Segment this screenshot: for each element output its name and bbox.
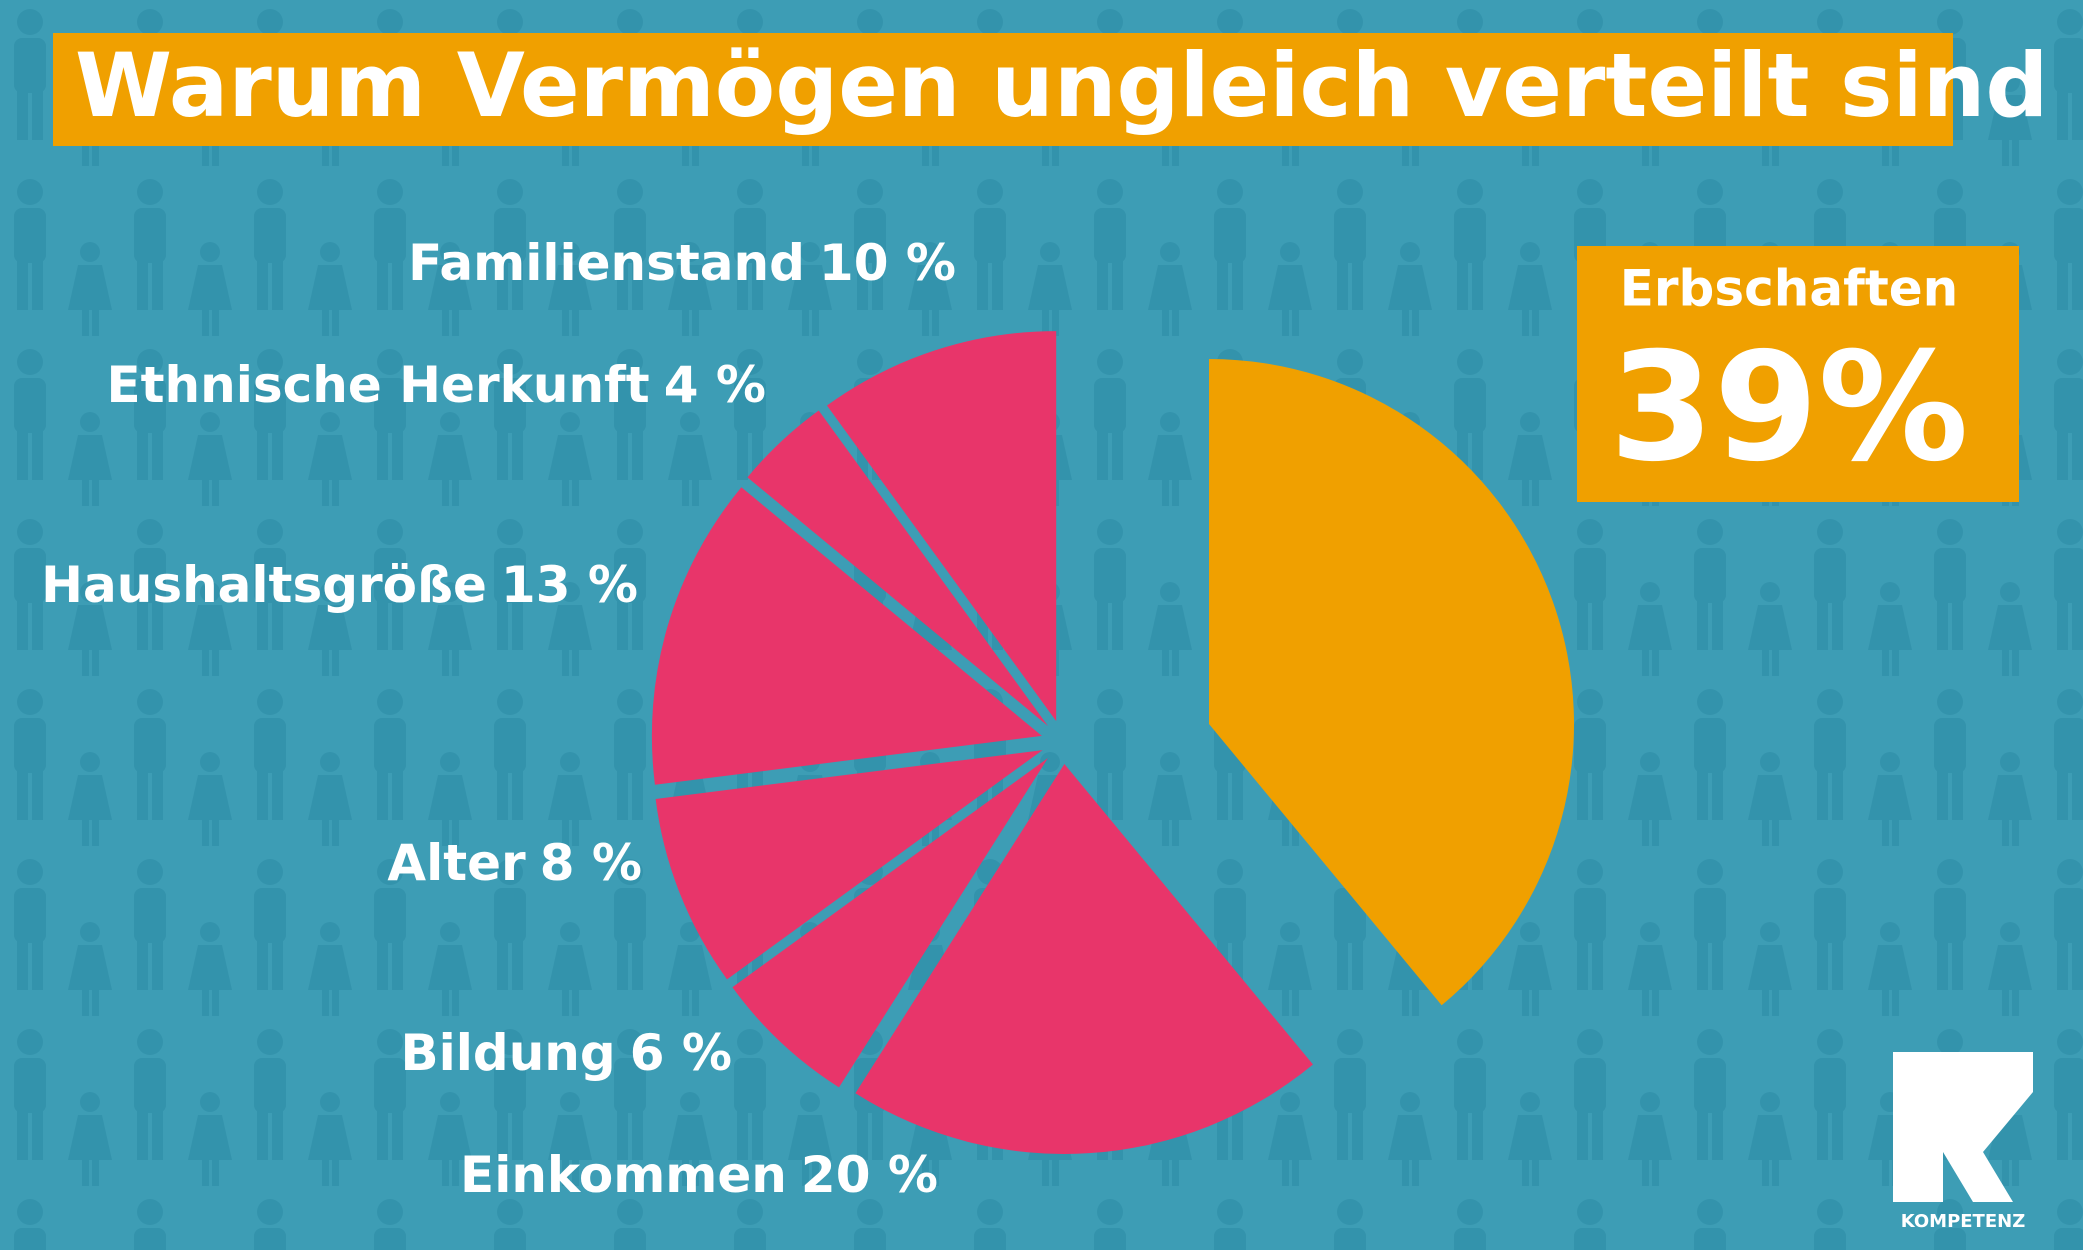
pie-slice [1209, 359, 1575, 1006]
value-label: 13 % [501, 556, 638, 614]
category-name: Alter [387, 834, 526, 892]
logo-text: KOMPETENZ [1901, 1211, 2026, 1232]
slice-label: Einkommen 20 % [460, 1146, 938, 1204]
category-name: Familienstand [408, 234, 805, 292]
pie-slice [747, 410, 1048, 726]
pie-slice [855, 763, 1313, 1154]
pie-slice [732, 758, 1048, 1088]
pie [651, 331, 1575, 1154]
chart-title: Warum Vermögen ungleich verteilt sind [75, 34, 2048, 137]
logo-mark [1893, 1052, 2033, 1202]
highlight-box [1577, 246, 2019, 502]
slice-label: Familienstand 10 % [408, 234, 956, 292]
slice-value-label: 39% [1609, 321, 1968, 495]
slice-label: Haushaltsgröße 13 % [41, 556, 638, 614]
pie-slice [651, 487, 1042, 785]
value-label: 20 % [801, 1146, 938, 1204]
slice-label: Bildung 6 % [401, 1024, 732, 1082]
category-name: Bildung [401, 1024, 616, 1082]
slice-label: Alter 8 % [387, 834, 642, 892]
value-label: 8 % [540, 834, 642, 892]
value-label: 6 % [630, 1024, 732, 1082]
value-label: 4 % [664, 356, 766, 414]
pie-slice [826, 331, 1057, 722]
category-name: Ethnische Herkunft [106, 356, 649, 414]
category-name: Einkommen [460, 1146, 787, 1204]
slice-label: Ethnische Herkunft 4 % [106, 356, 766, 414]
pie-slice [655, 750, 1043, 980]
value-label: 10 % [819, 234, 956, 292]
logo: KOMPETENZ [1893, 1052, 2033, 1232]
category-name: Haushaltsgröße [41, 556, 487, 614]
slice-label: Erbschaften [1620, 260, 1959, 318]
title-box [53, 33, 1953, 146]
